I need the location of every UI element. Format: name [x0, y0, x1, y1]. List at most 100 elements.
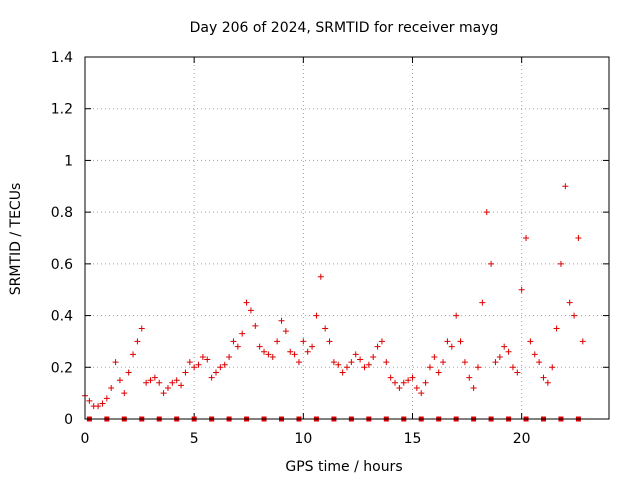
data-point [326, 338, 333, 345]
data-point [413, 384, 420, 391]
data-point [304, 348, 311, 355]
data-point [378, 338, 385, 345]
data-point [156, 379, 163, 386]
y-axis-label: SRMTID / TECUs [8, 183, 24, 296]
data-point [265, 351, 272, 358]
data-point [291, 351, 298, 358]
data-point [230, 338, 237, 345]
data-point [518, 286, 525, 293]
data-point [309, 343, 316, 350]
y-tick-label: 1.4 [51, 50, 73, 66]
data-point [383, 359, 390, 366]
data-point [492, 359, 499, 366]
data-point [204, 356, 211, 363]
data-point [549, 364, 556, 371]
data-point [405, 377, 412, 384]
data-point [95, 403, 102, 410]
data-point [479, 299, 486, 306]
y-tick-label: 0.2 [51, 360, 73, 376]
data-point [361, 364, 368, 371]
data-point [431, 353, 438, 360]
data-point [496, 353, 503, 360]
data-point [483, 209, 490, 216]
data-point [322, 325, 329, 332]
y-tick-label: 1.2 [51, 102, 73, 118]
data-point [278, 317, 285, 324]
data-point [138, 325, 145, 332]
data-point [505, 348, 512, 355]
data-point [523, 235, 530, 241]
data-point [387, 374, 394, 381]
data-point [313, 312, 320, 319]
data-point [317, 273, 324, 280]
data-point [160, 390, 167, 397]
data-point [121, 390, 128, 397]
data-point [208, 374, 215, 381]
data-point [566, 299, 573, 306]
y-tick-label: 0.6 [51, 257, 73, 273]
y-tick-label: 0 [64, 412, 73, 428]
data-point [571, 312, 578, 319]
data-points [82, 183, 586, 410]
data-point [195, 361, 202, 368]
data-point [448, 343, 455, 350]
x-tick-label: 15 [404, 431, 422, 447]
data-point [352, 351, 359, 358]
data-point [256, 343, 263, 350]
data-point [274, 338, 281, 345]
data-point [531, 351, 538, 358]
data-point [540, 374, 547, 381]
data-point [108, 384, 115, 391]
y-tick-label: 1 [64, 153, 73, 169]
data-point [544, 379, 551, 386]
data-point [173, 377, 180, 384]
tick-labels: 0 5 10 15 20 0 0.2 0.4 0.6 0.8 1 1.2 1.4 [51, 50, 531, 447]
x-tick-label: 5 [190, 431, 199, 447]
x-tick-label: 0 [81, 431, 90, 447]
data-point [295, 359, 302, 366]
data-point [435, 369, 442, 376]
data-point [365, 361, 372, 368]
data-point [374, 343, 381, 350]
data-point [103, 395, 110, 402]
data-point [112, 359, 119, 366]
data-point [444, 338, 451, 345]
data-point [348, 359, 355, 366]
data-point [357, 356, 364, 363]
data-point [475, 364, 481, 371]
data-point [466, 374, 473, 381]
data-point [134, 338, 141, 345]
data-point [300, 338, 307, 345]
data-point [213, 369, 219, 376]
data-point [509, 364, 516, 371]
data-point [217, 364, 224, 371]
data-point [488, 260, 495, 267]
data-point [409, 374, 416, 381]
plot-frame [84, 56, 610, 420]
data-point [243, 299, 250, 306]
data-point [575, 235, 582, 241]
data-point [461, 359, 468, 366]
x-tick-label: 10 [294, 431, 312, 447]
data-point [252, 322, 259, 329]
data-point [392, 379, 399, 386]
data-point [330, 359, 337, 366]
data-point [116, 377, 123, 384]
data-point [239, 330, 246, 337]
data-point [226, 353, 233, 360]
y-tick-label: 0.4 [51, 309, 73, 325]
data-point [457, 338, 464, 345]
data-point [182, 369, 189, 376]
data-point [453, 312, 460, 319]
data-point [186, 359, 193, 366]
data-point [178, 382, 185, 389]
data-point [261, 348, 268, 355]
data-point [164, 384, 171, 391]
data-point [370, 353, 377, 360]
data-point [553, 325, 560, 332]
data-point [191, 364, 198, 371]
data-point [422, 379, 429, 386]
x-tick-label: 20 [513, 431, 531, 447]
data-point [344, 364, 350, 371]
